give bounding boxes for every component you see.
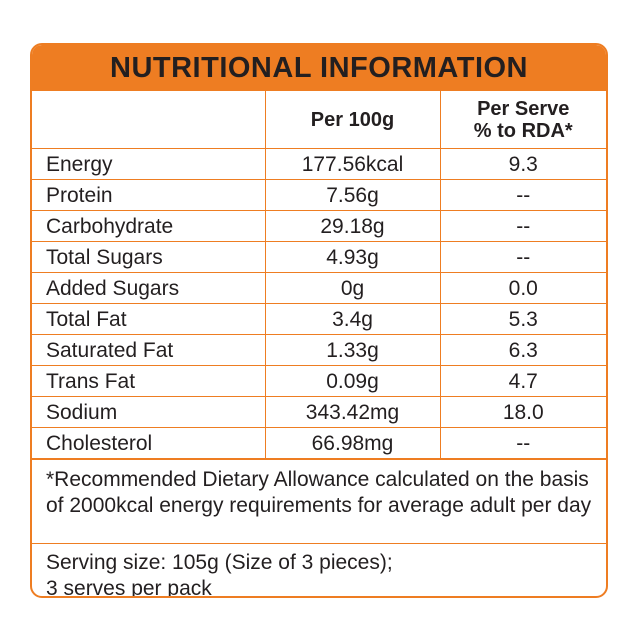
per-100g-value: 4.93g: [264, 241, 441, 273]
per-100g-value: 177.56kcal: [264, 148, 441, 180]
panel-title: NUTRITIONAL INFORMATION: [32, 45, 606, 91]
per-100g-value: 66.98mg: [264, 427, 441, 459]
nutrition-table-body: Energy 177.56kcal 9.3 Protein 7.56g -- C…: [32, 148, 606, 459]
per-100g-value: 3.4g: [264, 303, 441, 335]
table-row: Total Sugars 4.93g --: [32, 241, 606, 273]
nutrient-name: Saturated Fat: [32, 334, 266, 366]
column-header-per-serve-line1: Per Serve: [477, 97, 570, 120]
column-header-nutrient: [32, 91, 266, 149]
per-serve-rda-value: --: [439, 241, 606, 273]
per-serve-rda-value: 5.3: [439, 303, 606, 335]
nutrient-name: Total Sugars: [32, 241, 266, 273]
per-serve-rda-value: 9.3: [439, 148, 606, 180]
nutrient-name: Added Sugars: [32, 272, 266, 304]
per-100g-value: 7.56g: [264, 179, 441, 211]
rda-footnote: *Recommended Dietary Allowance calculate…: [32, 459, 606, 543]
per-100g-value: 343.42mg: [264, 396, 441, 428]
nutrient-name: Sodium: [32, 396, 266, 428]
nutrient-name: Carbohydrate: [32, 210, 266, 242]
table-row: Total Fat 3.4g 5.3: [32, 303, 606, 335]
table-header-row: Per 100g Per Serve % to RDA*: [32, 91, 606, 149]
table-row: Cholesterol 66.98mg --: [32, 427, 606, 459]
table-row: Sodium 343.42mg 18.0: [32, 396, 606, 428]
per-serve-rda-value: 18.0: [439, 396, 606, 428]
column-header-per-100g: Per 100g: [264, 91, 441, 149]
nutrient-name: Cholesterol: [32, 427, 266, 459]
per-serve-rda-value: --: [439, 179, 606, 211]
nutrient-name: Total Fat: [32, 303, 266, 335]
table-row: Trans Fat 0.09g 4.7: [32, 365, 606, 397]
per-serve-rda-value: --: [439, 427, 606, 459]
per-serve-rda-value: 4.7: [439, 365, 606, 397]
per-serve-rda-value: --: [439, 210, 606, 242]
nutrient-name: Energy: [32, 148, 266, 180]
column-header-per-serve-line2: % to RDA*: [473, 119, 573, 142]
serving-size-text: Serving size: 105g (Size of 3 pieces);: [46, 551, 393, 574]
per-serve-rda-value: 0.0: [439, 272, 606, 304]
serving-info: Serving size: 105g (Size of 3 pieces); 3…: [32, 543, 606, 598]
per-100g-value: 1.33g: [264, 334, 441, 366]
table-row: Added Sugars 0g 0.0: [32, 272, 606, 304]
table-row: Energy 177.56kcal 9.3: [32, 148, 606, 180]
table-row: Protein 7.56g --: [32, 179, 606, 211]
nutrition-table: Per 100g Per Serve % to RDA* Energy 177.…: [32, 91, 606, 459]
table-row: Carbohydrate 29.18g --: [32, 210, 606, 242]
per-100g-value: 0.09g: [264, 365, 441, 397]
nutrient-name: Protein: [32, 179, 266, 211]
per-100g-value: 0g: [264, 272, 441, 304]
per-serve-rda-value: 6.3: [439, 334, 606, 366]
per-100g-value: 29.18g: [264, 210, 441, 242]
serves-per-pack-text: 3 serves per pack: [46, 577, 212, 598]
column-header-per-serve: Per Serve % to RDA*: [439, 91, 606, 149]
nutrient-name: Trans Fat: [32, 365, 266, 397]
nutrition-panel: NUTRITIONAL INFORMATION Per 100g Per Ser…: [30, 43, 608, 598]
table-row: Saturated Fat 1.33g 6.3: [32, 334, 606, 366]
